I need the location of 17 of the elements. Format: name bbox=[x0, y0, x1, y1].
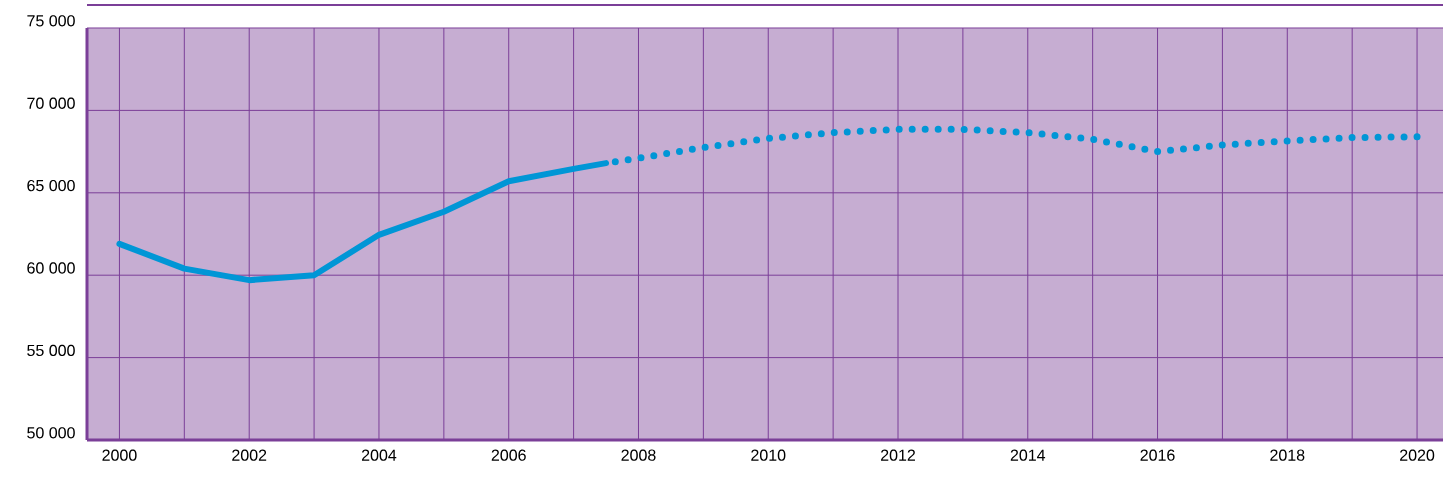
x-tick-label: 2018 bbox=[1270, 449, 1305, 461]
y-tick-label: 75 000 bbox=[27, 15, 75, 27]
x-tick-label: 2002 bbox=[232, 449, 267, 461]
x-tick-label: 2000 bbox=[102, 449, 137, 461]
x-tick-label: 2010 bbox=[751, 449, 786, 461]
y-tick-label: 70 000 bbox=[27, 97, 75, 109]
y-tick-label: 55 000 bbox=[27, 344, 75, 357]
y-tick-label: 60 000 bbox=[27, 262, 75, 274]
x-tick-label: 2004 bbox=[361, 449, 397, 461]
x-tick-label: 2008 bbox=[621, 449, 656, 461]
y-tick-label: 65 000 bbox=[27, 179, 75, 192]
x-tick-label: 2012 bbox=[881, 449, 915, 461]
x-tick-label: 2016 bbox=[1140, 449, 1175, 461]
x-tick-label: 2020 bbox=[1400, 449, 1435, 461]
x-tick-label: 2006 bbox=[491, 449, 526, 461]
x-tick-label: 2014 bbox=[1010, 449, 1046, 461]
y-tick-label: 50 000 bbox=[27, 427, 75, 439]
